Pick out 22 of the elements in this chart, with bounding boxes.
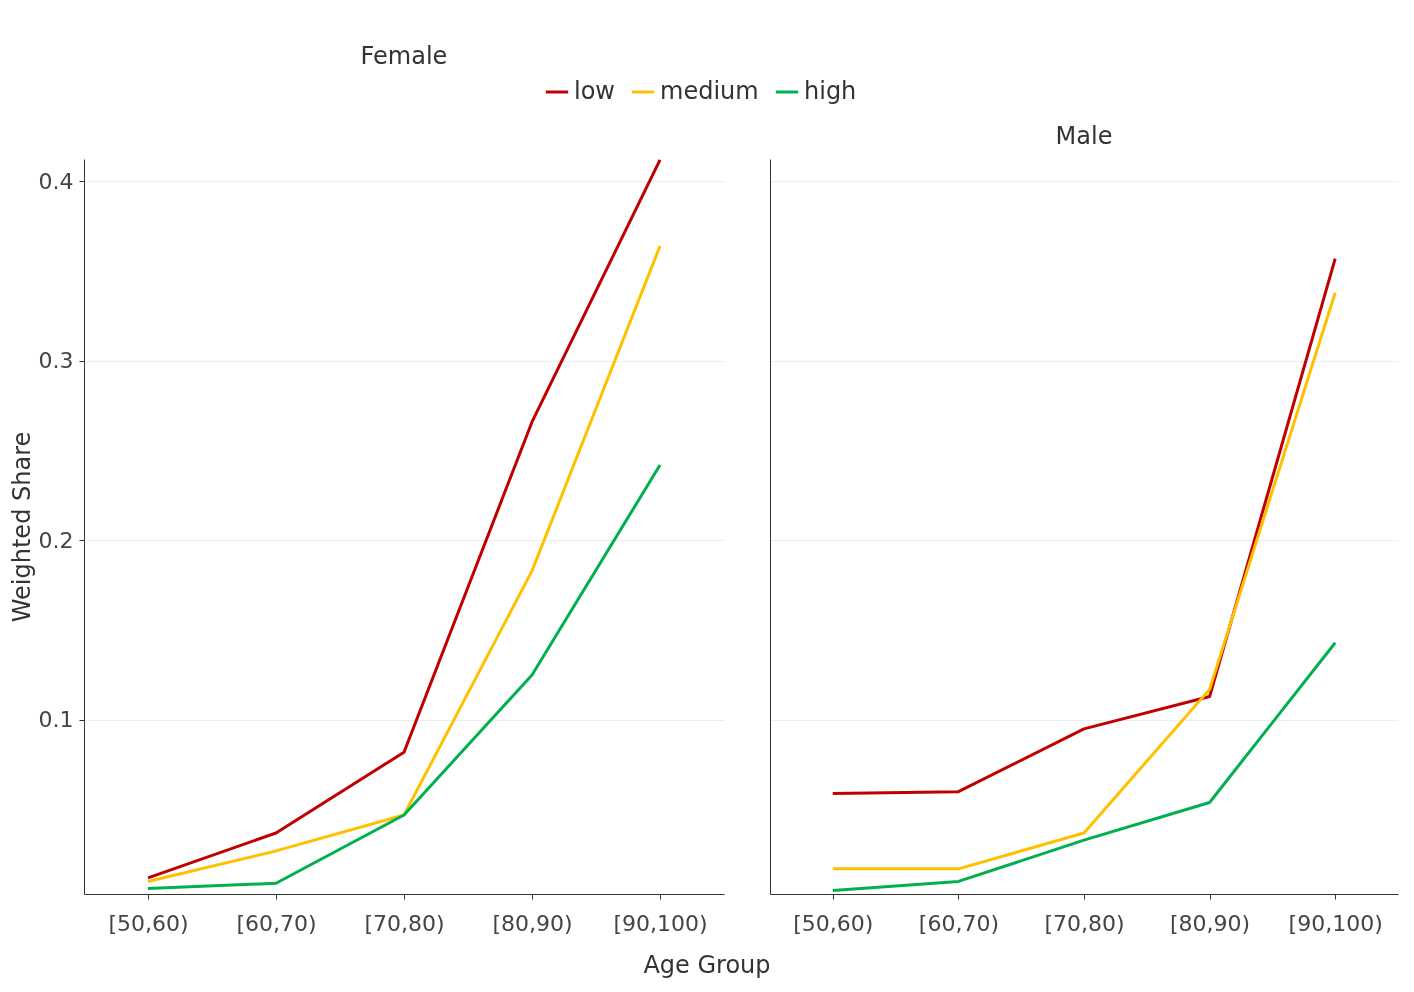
x-tick-label: [70,80) bbox=[1044, 910, 1125, 936]
x-tick-label: [60,70) bbox=[236, 910, 317, 936]
y-axis-title: Weighted Share bbox=[7, 431, 36, 623]
chart-title: Female bbox=[360, 42, 448, 70]
legend-label: low bbox=[574, 77, 615, 105]
x-tick-label: [90,100) bbox=[1288, 910, 1383, 936]
y-tick-label: 0.1 bbox=[38, 707, 74, 733]
legend-label: high bbox=[804, 77, 857, 105]
chart-title: Male bbox=[1055, 122, 1113, 150]
x-tick-label: [50,60) bbox=[108, 910, 189, 936]
x-tick-label: [80,90) bbox=[492, 910, 573, 936]
x-tick-label: [60,70) bbox=[918, 910, 999, 936]
y-tick-label: 0.2 bbox=[38, 527, 74, 553]
line-series bbox=[146, 463, 662, 891]
x-tick-label: [70,80) bbox=[364, 910, 445, 936]
legend-label: medium bbox=[660, 77, 759, 105]
x-tick-label: [80,90) bbox=[1170, 910, 1251, 936]
x-tick-label: [50,60) bbox=[793, 910, 874, 936]
x-tick-label: [90,100) bbox=[613, 910, 708, 936]
y-tick-label: 0.3 bbox=[38, 348, 74, 374]
y-tick-label: 0.4 bbox=[38, 168, 74, 194]
x-axis-title: Age Group bbox=[642, 951, 772, 979]
